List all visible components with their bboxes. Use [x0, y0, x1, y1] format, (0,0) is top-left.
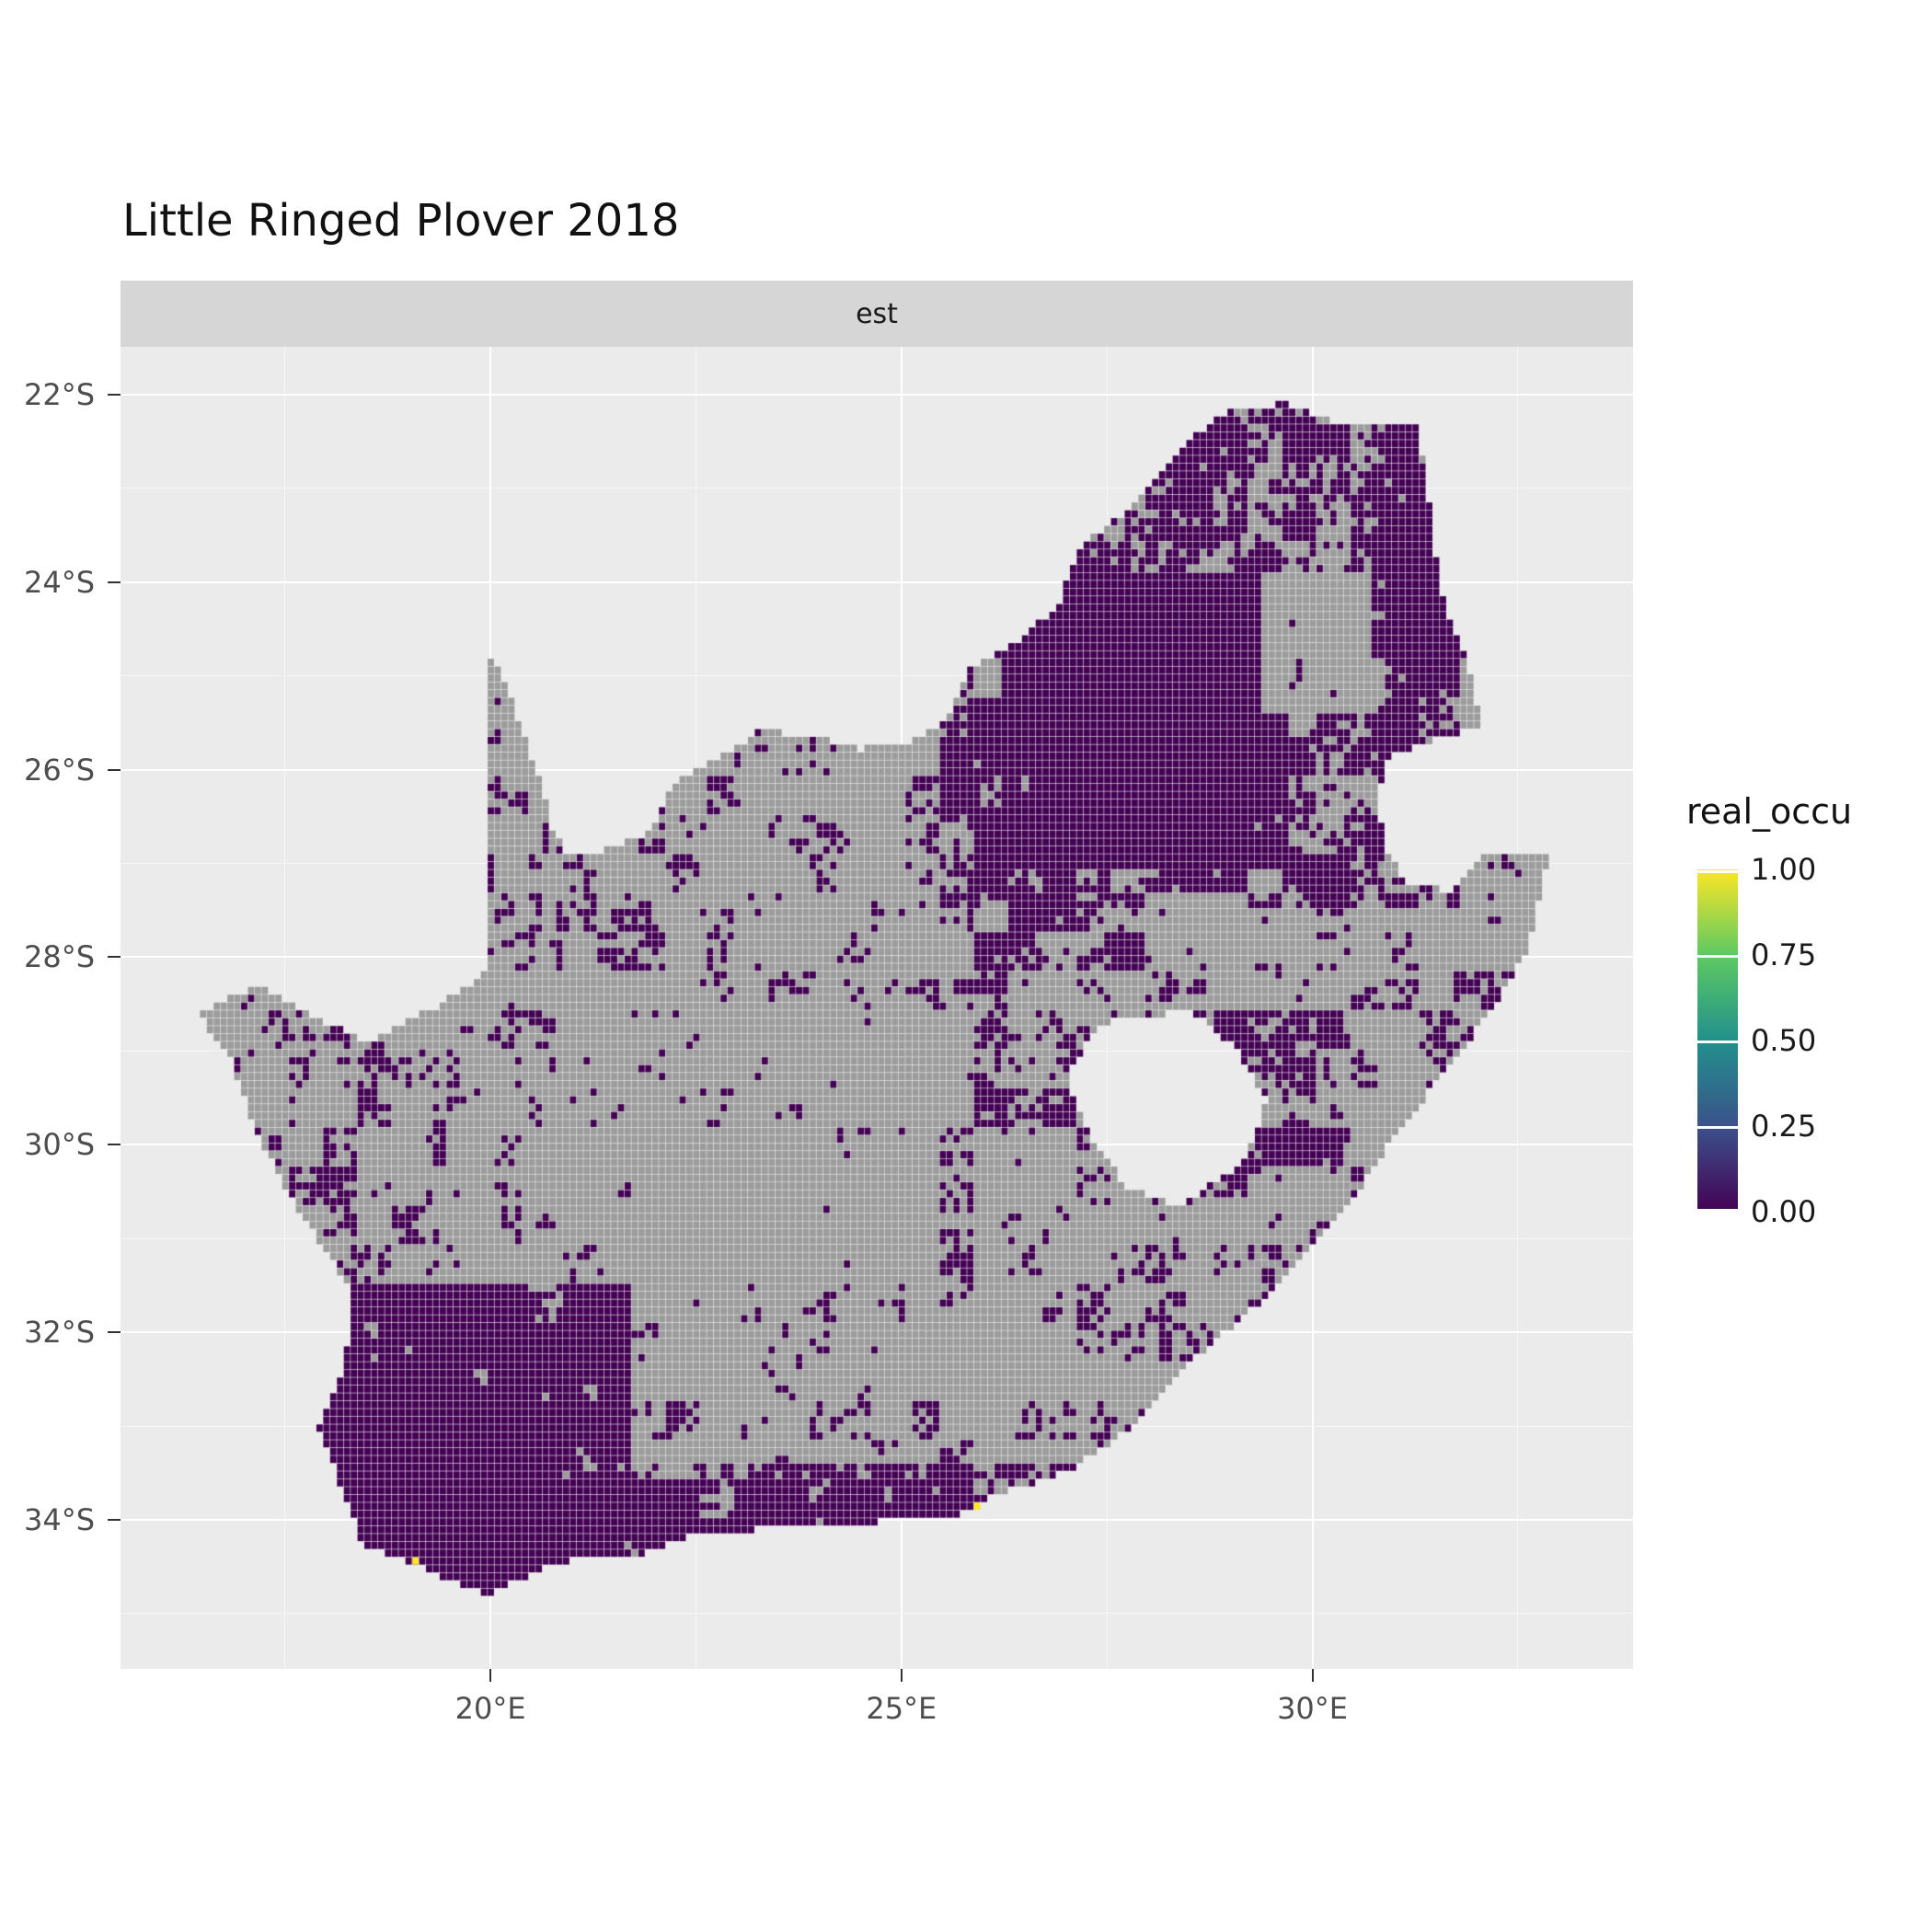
- y-axis-tick-mark: [108, 581, 121, 583]
- y-axis-tick-mark: [108, 393, 121, 396]
- y-axis-tick-label: 30°S: [23, 1127, 95, 1163]
- y-axis-tick-label: 32°S: [23, 1315, 95, 1351]
- legend-tick-label: 1.00: [1751, 852, 1817, 887]
- x-axis-tick-label: 30°E: [1277, 1691, 1348, 1726]
- y-axis-tick-label: 22°S: [23, 376, 95, 412]
- legend-tick-label: 0.50: [1751, 1023, 1817, 1058]
- legend: real_occu 1.00 0.75 0.50 0.25 0.00: [1686, 791, 1926, 1229]
- x-axis-tick-mark: [489, 1669, 492, 1682]
- y-axis-tick-mark: [108, 768, 121, 771]
- facet-strip: est: [121, 281, 1633, 347]
- y-axis-tick-mark: [108, 1144, 121, 1146]
- legend-tick-label: 0.75: [1751, 937, 1817, 972]
- plot-title: Little Ringed Plover 2018: [122, 195, 680, 247]
- legend-tick-mark: [1697, 870, 1738, 873]
- legend-tick-mark: [1697, 1126, 1738, 1129]
- legend-title: real_occu: [1686, 791, 1853, 832]
- legend-tick-mark: [1697, 955, 1738, 958]
- x-axis-tick-label: 25°E: [866, 1691, 937, 1726]
- y-axis-tick-label: 28°S: [23, 939, 95, 975]
- legend-tick-mark: [1697, 1209, 1738, 1212]
- y-axis-tick-label: 24°S: [23, 564, 95, 600]
- legend-tick-mark: [1697, 1041, 1738, 1043]
- plot-panel: [121, 347, 1633, 1669]
- x-axis-tick-label: 20°E: [454, 1691, 526, 1726]
- y-axis-tick-label: 26°S: [23, 752, 95, 788]
- y-axis-tick-mark: [108, 956, 121, 959]
- map-canvas: [121, 347, 1633, 1669]
- y-axis-tick-mark: [108, 1518, 121, 1521]
- y-axis-tick-mark: [108, 1331, 121, 1334]
- y-axis-tick-label: 34°S: [23, 1501, 95, 1537]
- legend-tick-label: 0.00: [1751, 1194, 1817, 1229]
- legend-tick-label: 0.25: [1751, 1109, 1817, 1144]
- x-axis-tick-mark: [900, 1669, 903, 1682]
- facet-label: est: [856, 297, 898, 330]
- x-axis-tick-mark: [1311, 1669, 1314, 1682]
